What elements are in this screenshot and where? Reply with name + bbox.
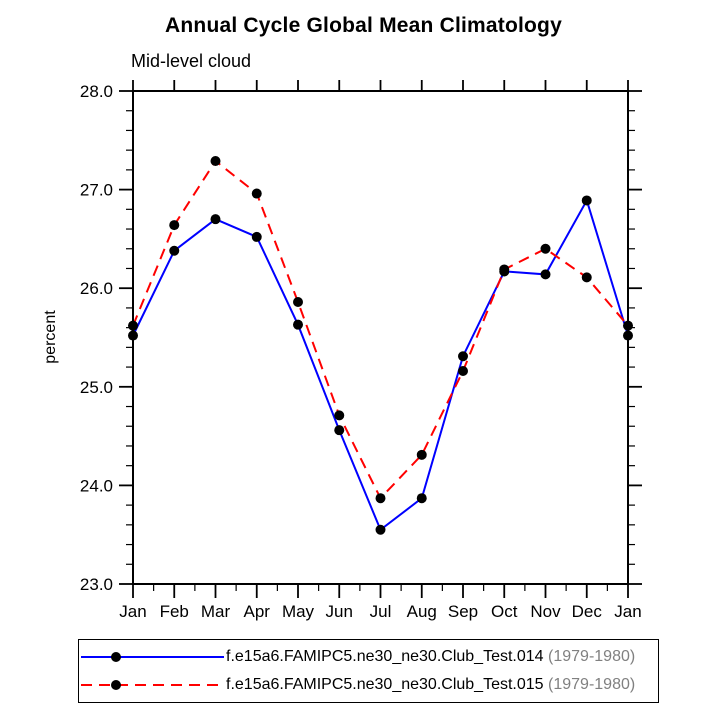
legend-box: f.e15a6.FAMIPC5.ne30_ne30.Club_Test.014 … bbox=[78, 639, 659, 703]
legend-sample-marker bbox=[111, 680, 121, 690]
data-point-marker bbox=[375, 493, 386, 504]
legend-label: f.e15a6.FAMIPC5.ne30_ne30.Club_Test.014 … bbox=[226, 648, 635, 666]
y-tick-label: 26.0 bbox=[80, 279, 113, 298]
y-tick-label: 25.0 bbox=[80, 378, 113, 397]
data-point-marker bbox=[458, 351, 468, 362]
y-axis-title: percent bbox=[42, 310, 59, 364]
data-point-marker bbox=[293, 297, 303, 308]
x-tick-label: Jan bbox=[119, 602, 146, 621]
y-tick-label: 23.0 bbox=[80, 575, 113, 594]
data-point-marker bbox=[540, 269, 551, 280]
x-tick-label: Jan bbox=[614, 602, 641, 621]
data-point-marker bbox=[623, 330, 633, 341]
legend-sample-marker bbox=[111, 652, 121, 662]
legend-series-name: f.e15a6.FAMIPC5.ne30_ne30.Club_Test.015 bbox=[226, 676, 544, 693]
y-tick-label: 28.0 bbox=[80, 82, 113, 101]
data-point-marker bbox=[416, 493, 427, 504]
data-point-marker bbox=[458, 366, 468, 377]
data-point-marker bbox=[293, 319, 303, 330]
data-point-marker bbox=[128, 330, 138, 341]
series-line-1 bbox=[132, 159, 629, 500]
series-line-0 bbox=[132, 197, 629, 532]
legend-item-series-015: f.e15a6.FAMIPC5.ne30_ne30.Club_Test.015 … bbox=[79, 673, 658, 698]
y-tick-label: 27.0 bbox=[80, 181, 113, 200]
data-point-marker bbox=[210, 156, 221, 167]
data-point-marker bbox=[128, 320, 138, 331]
chart-title: Annual Cycle Global Mean Climatology bbox=[165, 14, 562, 37]
x-tick-label: Mar bbox=[201, 602, 231, 621]
data-point-marker bbox=[334, 425, 345, 436]
data-point-marker bbox=[581, 272, 592, 283]
x-tick-label: Dec bbox=[572, 602, 603, 621]
x-tick-label: Jul bbox=[370, 602, 392, 621]
chart-subtitle: Mid-level cloud bbox=[131, 51, 252, 71]
legend-series-name: f.e15a6.FAMIPC5.ne30_ne30.Club_Test.014 bbox=[226, 648, 544, 665]
data-point-marker bbox=[334, 410, 345, 421]
x-tick-label: May bbox=[282, 602, 315, 621]
data-point-marker bbox=[499, 264, 510, 275]
legend-series-years: (1979-1980) bbox=[548, 648, 636, 665]
data-point-marker bbox=[210, 214, 221, 225]
data-point-marker bbox=[540, 243, 551, 254]
data-point-marker bbox=[581, 195, 592, 206]
data-point-marker bbox=[169, 245, 180, 256]
y-tick-label: 24.0 bbox=[80, 476, 113, 495]
x-tick-label: Aug bbox=[407, 602, 437, 621]
legend-line-sample-dashed bbox=[81, 680, 224, 690]
data-point-marker bbox=[251, 231, 262, 242]
data-point-marker bbox=[623, 320, 633, 331]
plot-frame bbox=[132, 90, 629, 585]
x-tick-label: Jun bbox=[326, 602, 353, 621]
x-tick-label: Nov bbox=[530, 602, 561, 621]
x-tick-label: Oct bbox=[491, 602, 518, 621]
data-point-marker bbox=[375, 524, 386, 535]
x-tick-label: Feb bbox=[160, 602, 189, 621]
data-point-marker bbox=[169, 220, 180, 231]
legend-series-years: (1979-1980) bbox=[548, 676, 636, 693]
legend-label: f.e15a6.FAMIPC5.ne30_ne30.Club_Test.015 … bbox=[226, 676, 635, 694]
legend-item-series-014: f.e15a6.FAMIPC5.ne30_ne30.Club_Test.014 … bbox=[79, 645, 658, 670]
x-tick-label: Sep bbox=[448, 602, 478, 621]
data-point-marker bbox=[251, 188, 262, 199]
legend-line-sample-solid bbox=[81, 652, 224, 662]
data-point-marker bbox=[416, 449, 427, 460]
x-tick-label: Apr bbox=[244, 602, 271, 621]
